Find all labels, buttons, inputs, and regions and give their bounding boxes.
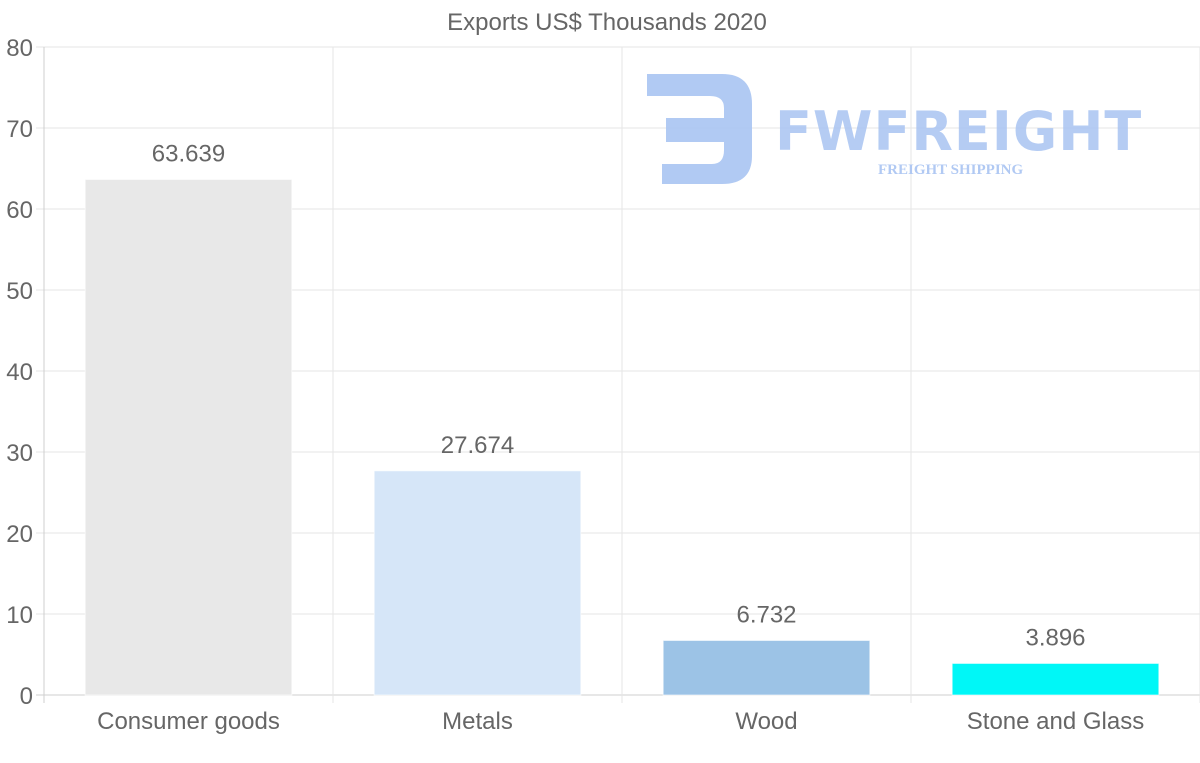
data-label: 3.896 — [1025, 624, 1085, 651]
x-tick-label: Wood — [735, 708, 797, 735]
y-tick-label: 80 — [6, 35, 33, 62]
chart-title: Exports US$ Thousands 2020 — [447, 9, 767, 36]
watermark-brand: FWFREIGHT — [775, 100, 1142, 163]
data-label: 27.674 — [441, 432, 514, 459]
y-tick-label: 20 — [6, 521, 33, 548]
y-axis-ticks: 0 10 20 30 40 50 60 70 80 — [6, 35, 33, 710]
y-tick-label: 30 — [6, 440, 33, 467]
y-tick-label: 50 — [6, 278, 33, 305]
y-tick-label: 40 — [6, 359, 33, 386]
data-labels: 63.639 27.674 6.732 3.896 — [152, 141, 1086, 652]
data-label: 6.732 — [736, 601, 796, 628]
fwfreight-logo-icon — [647, 74, 752, 184]
x-tick-label: Metals — [442, 708, 513, 735]
bar-consumer-goods — [84, 179, 293, 696]
y-tick-label: 60 — [6, 197, 33, 224]
y-tick-label: 70 — [6, 116, 33, 143]
x-tick-label: Consumer goods — [97, 708, 280, 735]
bar-stone-and-glass — [951, 662, 1160, 696]
bars — [84, 179, 1160, 696]
y-tick-label: 10 — [6, 602, 33, 629]
watermark-logo: FWFREIGHT FREIGHT SHIPPING — [647, 74, 1142, 184]
data-label: 63.639 — [152, 141, 225, 168]
bar-metals — [373, 470, 582, 696]
watermark-tagline: FREIGHT SHIPPING — [878, 162, 1023, 178]
bar-wood — [662, 639, 871, 696]
y-tick-label: 0 — [20, 683, 33, 710]
x-tick-label: Stone and Glass — [967, 708, 1144, 735]
x-axis-ticks: Consumer goods Metals Wood Stone and Glass — [97, 708, 1144, 735]
